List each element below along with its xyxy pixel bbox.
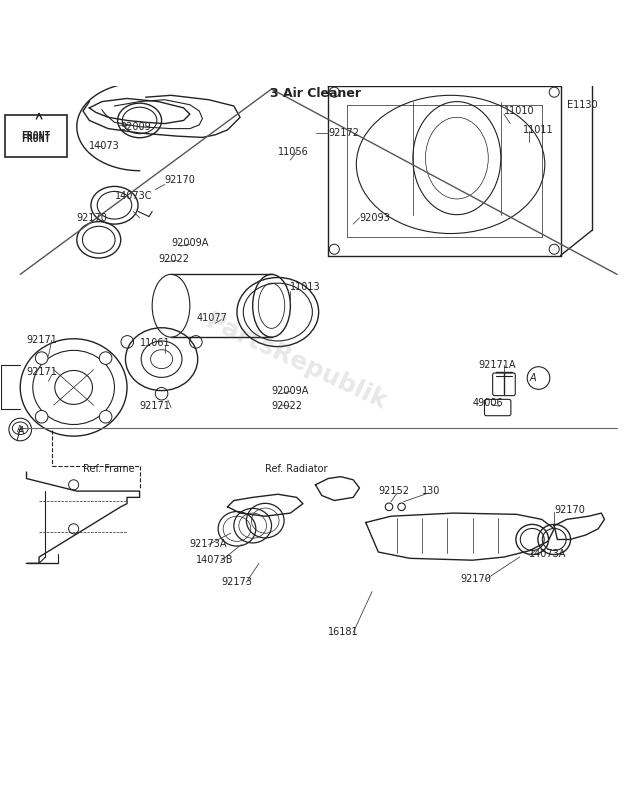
Text: 11056: 11056 (278, 147, 309, 157)
Text: A: A (529, 373, 536, 383)
Text: 92173: 92173 (221, 577, 252, 587)
Text: 92170: 92170 (460, 574, 491, 584)
Text: 92093: 92093 (360, 213, 390, 223)
Text: 92172: 92172 (328, 128, 359, 138)
Text: 92171A: 92171A (479, 361, 516, 370)
Text: 92171: 92171 (27, 335, 57, 346)
Text: 130: 130 (422, 486, 440, 496)
Text: 92009: 92009 (121, 122, 151, 132)
Circle shape (386, 503, 392, 510)
Circle shape (398, 503, 405, 510)
Text: 92009A: 92009A (171, 238, 208, 248)
Text: 14073C: 14073C (114, 191, 152, 201)
Text: 14073B: 14073B (196, 555, 233, 565)
Text: 92022: 92022 (271, 402, 302, 411)
Text: 49006: 49006 (473, 398, 503, 408)
Text: 92171: 92171 (139, 402, 170, 411)
Circle shape (35, 352, 48, 364)
Text: 11061: 11061 (139, 338, 170, 349)
Circle shape (99, 352, 112, 364)
FancyBboxPatch shape (4, 115, 68, 157)
Text: FRONT: FRONT (21, 131, 50, 141)
FancyBboxPatch shape (493, 373, 516, 396)
Text: A: A (17, 426, 24, 437)
Text: 92170: 92170 (165, 175, 196, 185)
Text: 14073A: 14073A (529, 549, 567, 559)
Text: Ref. Frame: Ref. Frame (83, 464, 134, 474)
Text: E1130: E1130 (567, 100, 598, 110)
Text: 3 Air Cleaner: 3 Air Cleaner (270, 87, 361, 100)
Text: Ref. Radiator: Ref. Radiator (265, 464, 327, 474)
Text: 92009A: 92009A (271, 386, 309, 395)
Text: 92173A: 92173A (190, 539, 227, 550)
Text: 14073: 14073 (90, 141, 120, 150)
Text: A: A (18, 425, 23, 434)
Text: 41077: 41077 (196, 314, 227, 323)
Circle shape (35, 410, 48, 423)
Text: FRONT: FRONT (21, 134, 50, 144)
Text: 11013: 11013 (290, 282, 321, 292)
Text: 11010: 11010 (504, 106, 534, 116)
Text: 92152: 92152 (379, 486, 410, 496)
Text: 92170: 92170 (554, 505, 585, 515)
Text: 11011: 11011 (523, 125, 553, 135)
Circle shape (99, 410, 112, 423)
Text: 92170: 92170 (77, 213, 108, 223)
Text: PartsRepublik: PartsRepublik (202, 310, 391, 415)
FancyBboxPatch shape (485, 399, 511, 416)
Text: 92022: 92022 (158, 254, 189, 264)
Text: 92171: 92171 (27, 366, 57, 377)
Text: 16181: 16181 (328, 627, 358, 638)
